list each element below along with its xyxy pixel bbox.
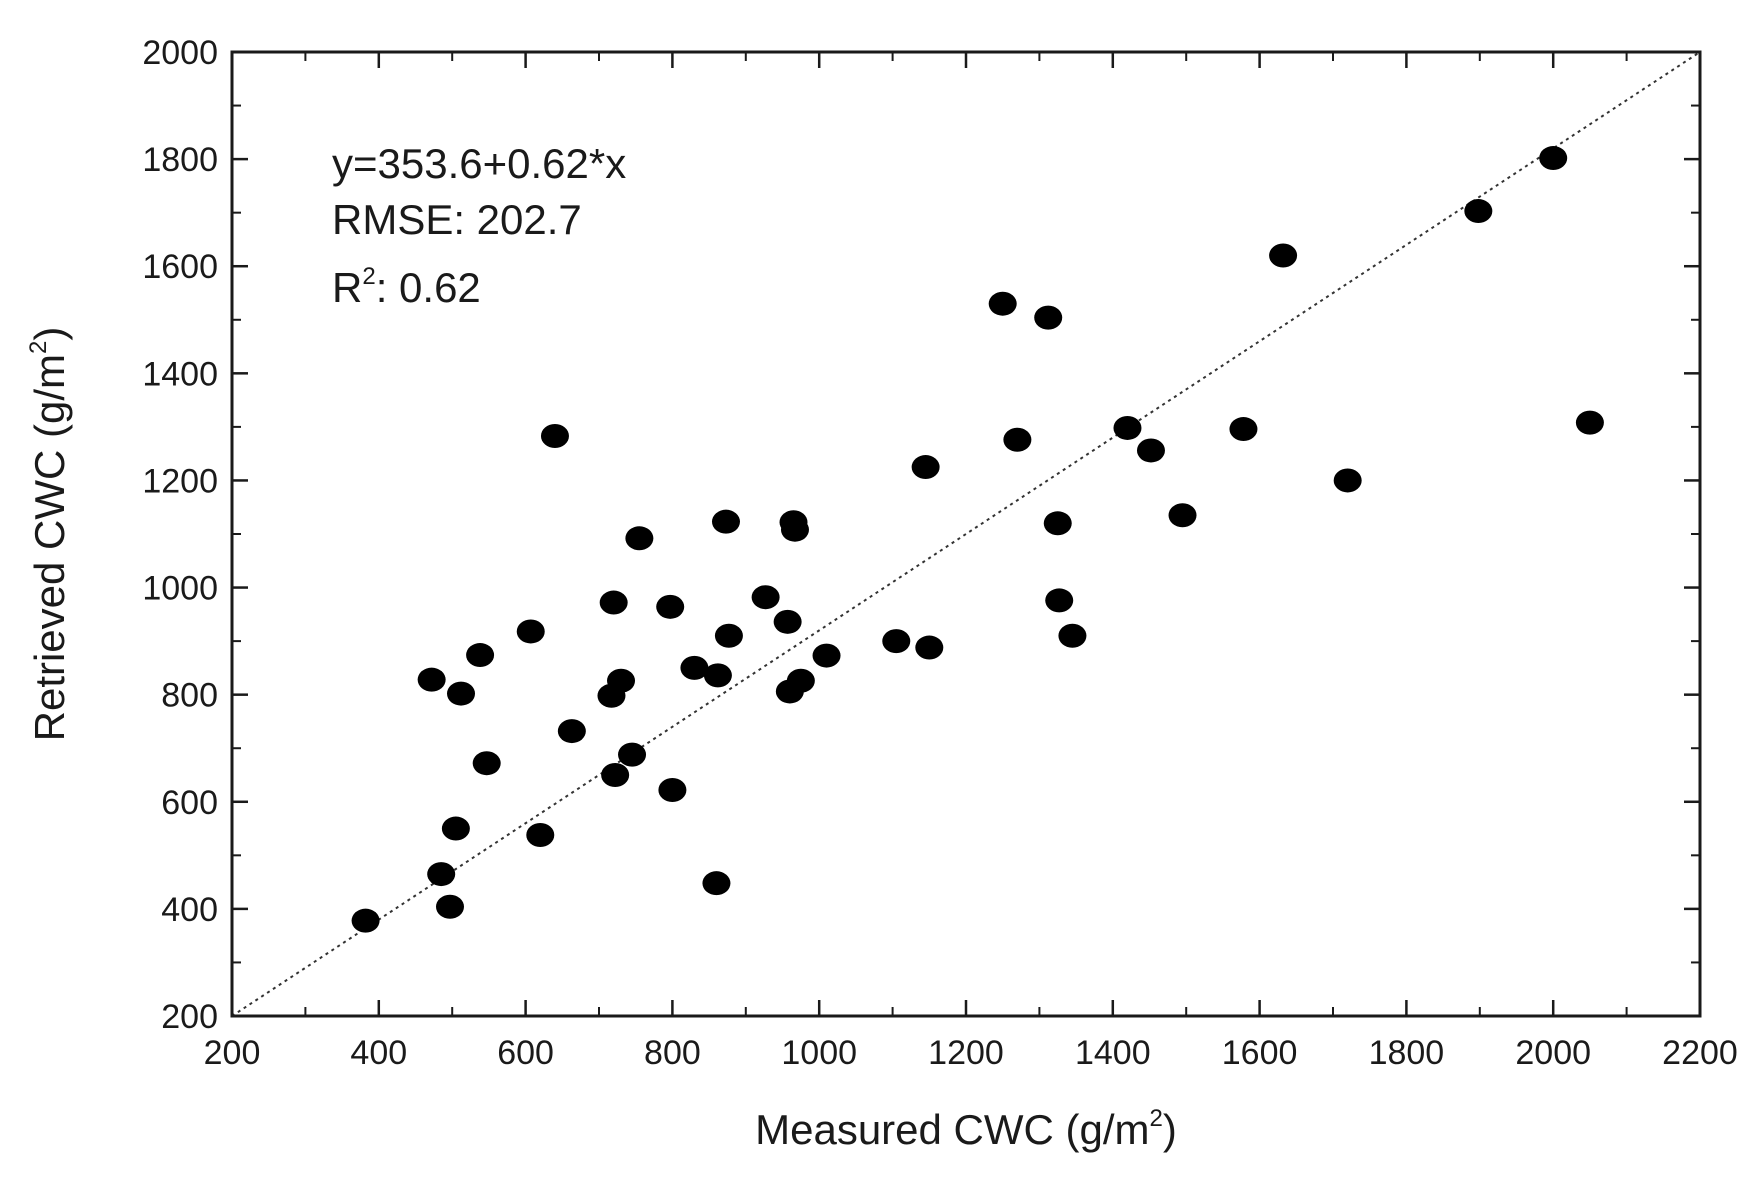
y-axis-title: Retrieved CWC (g/m2) <box>25 327 73 742</box>
data-point <box>812 643 841 668</box>
data-point <box>1136 438 1165 463</box>
y-tick-labels: 200 400 600 800 1000 1200 1400 1600 1800 2000 <box>142 34 218 1036</box>
data-point <box>607 668 636 693</box>
data-point <box>601 763 630 787</box>
x-tick-label: 400 <box>350 1034 407 1072</box>
data-point <box>751 585 780 610</box>
data-point <box>1539 146 1568 171</box>
data-point <box>680 655 709 680</box>
data-point <box>711 509 740 534</box>
data-point <box>1269 243 1298 268</box>
data-point <box>466 643 495 668</box>
data-point <box>702 871 731 896</box>
x-tick-label: 1600 <box>1222 1034 1298 1072</box>
x-tick-label: 1200 <box>928 1034 1004 1072</box>
y-tick-label: 2000 <box>142 34 218 72</box>
data-point <box>915 635 944 660</box>
data-point <box>1113 415 1142 440</box>
data-point <box>1229 417 1258 442</box>
data-point <box>714 623 743 648</box>
data-point <box>1575 410 1604 435</box>
data-point <box>417 667 446 692</box>
plot-frame <box>230 50 1702 1018</box>
data-point <box>351 908 380 933</box>
data-point <box>773 609 802 634</box>
data-point <box>1333 468 1362 493</box>
y-tick-label: 600 <box>161 784 218 822</box>
data-point <box>1464 199 1493 224</box>
x-tick-label: 2200 <box>1662 1034 1738 1072</box>
x-tick-labels: 200 400 600 800 1000 1200 1400 1600 1800 2000 2200 <box>204 1034 1738 1072</box>
x-tick-label: 1800 <box>1369 1034 1445 1072</box>
data-point <box>988 291 1017 316</box>
data-point <box>599 590 628 615</box>
regression-equation: y=353.6+0.62*x <box>332 140 626 187</box>
data-point <box>625 526 654 551</box>
x-tick-label: 800 <box>644 1034 701 1072</box>
data-point <box>882 629 911 654</box>
data-point <box>618 742 647 767</box>
y-tick-label: 1000 <box>142 570 218 608</box>
data-point <box>703 663 732 688</box>
one-to-one-reference-line <box>231 51 1701 1017</box>
data-point <box>1003 427 1032 452</box>
data-point <box>540 423 569 448</box>
x-tick-label: 1000 <box>781 1034 857 1072</box>
x-tick-label: 2000 <box>1515 1034 1591 1072</box>
data-point <box>1168 503 1197 528</box>
y-tick-label: 400 <box>161 891 218 929</box>
data-point <box>435 894 464 919</box>
data-point <box>656 594 685 619</box>
y-tick-label: 200 <box>161 998 218 1036</box>
data-point <box>780 517 809 542</box>
y-tick-label: 1200 <box>142 462 218 500</box>
data-point <box>786 668 815 693</box>
data-point <box>1034 305 1063 330</box>
data-point <box>911 455 940 480</box>
data-point <box>516 619 545 644</box>
x-axis-title: Measured CWC (g/m2) <box>755 1105 1177 1153</box>
data-point <box>658 777 687 802</box>
y-tick-label: 1400 <box>142 355 218 393</box>
data-point <box>557 719 586 744</box>
data-point <box>526 822 555 847</box>
data-point <box>441 816 470 841</box>
r-squared-annotation: R2: 0.62 <box>332 263 481 311</box>
data-point <box>427 862 456 887</box>
data-point <box>447 681 476 706</box>
rmse-annotation: RMSE: 202.7 <box>332 196 582 243</box>
y-tick-label: 800 <box>161 677 218 715</box>
data-point <box>1058 623 1087 648</box>
y-tick-label: 1600 <box>142 248 218 286</box>
x-tick-label: 1400 <box>1075 1034 1151 1072</box>
data-point <box>1045 588 1074 613</box>
x-tick-label: 600 <box>497 1034 554 1072</box>
data-point <box>1043 511 1072 536</box>
y-tick-label: 1800 <box>142 141 218 179</box>
x-tick-label: 200 <box>204 1034 261 1072</box>
data-point <box>472 751 501 776</box>
data-points <box>351 146 1604 933</box>
